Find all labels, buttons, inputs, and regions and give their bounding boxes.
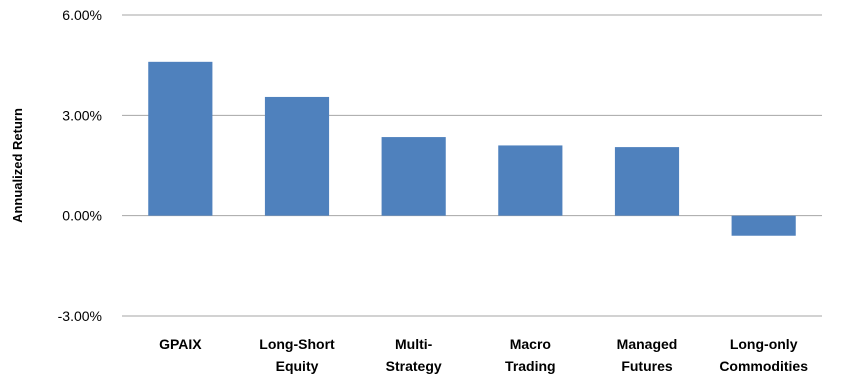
bar	[264, 96, 330, 216]
bar	[148, 61, 213, 216]
y-axis-title: Annualized Return	[10, 108, 25, 223]
bars	[148, 61, 796, 236]
x-category-label: Multi-Strategy	[386, 336, 442, 374]
bar	[381, 137, 446, 216]
x-category-label: Managed Futures	[617, 336, 678, 374]
x-category-label: GPAIX	[159, 336, 202, 352]
y-axis-ticks: -3.00% 0.00% 3.00% 6.00%	[58, 7, 102, 324]
x-category-label: Long-Short Equity	[259, 336, 335, 374]
x-category-label: Macro Trading	[505, 336, 556, 374]
x-axis-category-labels: GPAIX Long-Short Equity Multi-Strategy Macro…	[159, 336, 808, 374]
x-category-label: Long-only Commodities	[719, 336, 808, 374]
bar	[614, 147, 680, 216]
y-tick-label: 3.00%	[62, 107, 102, 123]
y-tick-label: 6.00%	[62, 7, 102, 23]
bar	[498, 145, 563, 216]
gridlines	[122, 14, 822, 317]
bar	[731, 215, 796, 236]
y-tick-label: 0.00%	[62, 208, 102, 224]
y-tick-label: -3.00%	[58, 308, 102, 324]
